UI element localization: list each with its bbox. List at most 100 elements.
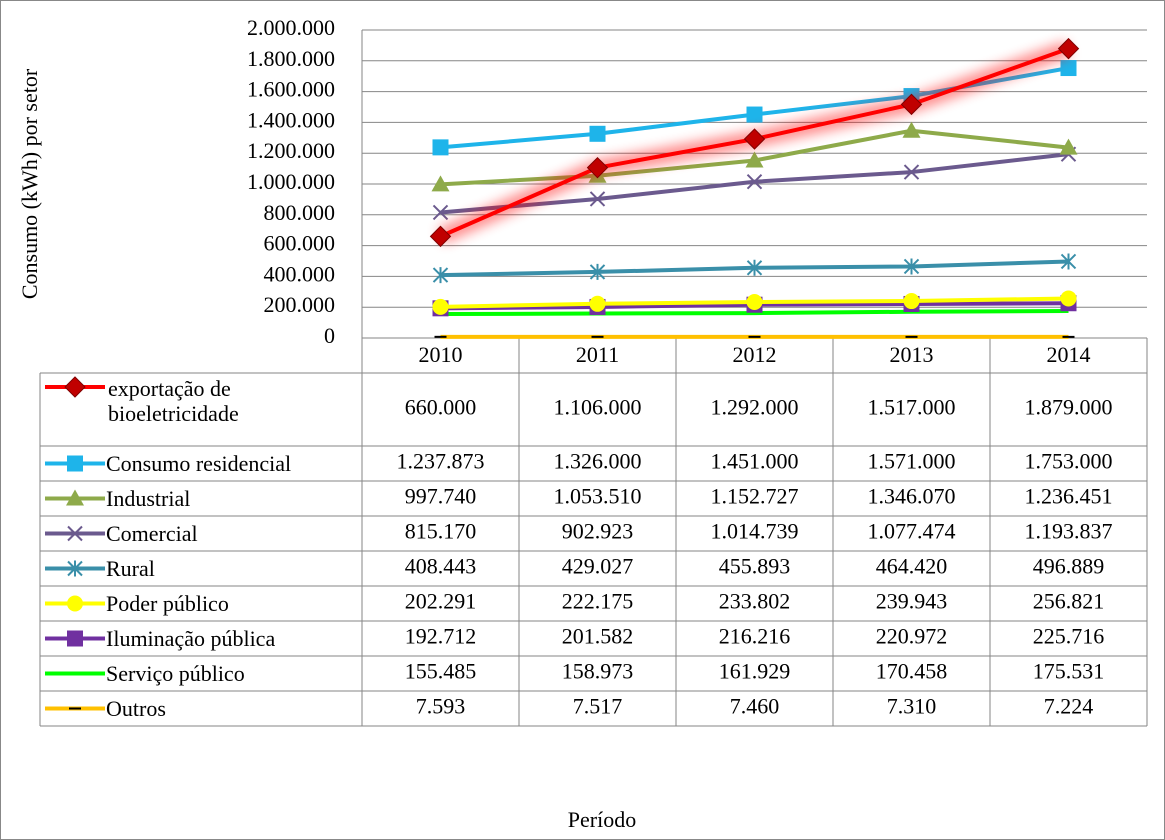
table-cell: 170.458	[876, 659, 948, 684]
table-cell: 192.712	[405, 624, 477, 649]
y-tick-label: 600.000	[264, 231, 336, 256]
marker	[589, 191, 606, 207]
y-tick-label: 1.400.000	[247, 107, 335, 132]
table-cell: 1.014.739	[711, 519, 799, 544]
table-cell: 161.929	[719, 659, 791, 684]
table-cell: 1.077.474	[868, 519, 956, 544]
y-tick-label: 400.000	[264, 261, 336, 286]
legend-label: Poder público	[106, 591, 229, 616]
table-cell: 1.152.727	[711, 484, 799, 509]
table-cell: 1.879.000	[1025, 395, 1113, 420]
x-tick-label: 2012	[733, 342, 777, 367]
table-cell: 233.802	[719, 589, 791, 614]
marker	[902, 121, 921, 138]
table-cell: 216.216	[719, 624, 791, 649]
table-cell: 1.517.000	[868, 395, 956, 420]
marker	[67, 455, 83, 472]
marker	[432, 139, 449, 156]
table-cell: 429.027	[562, 554, 634, 579]
table-cell: 455.893	[719, 554, 791, 579]
marker	[1057, 37, 1080, 60]
marker	[429, 225, 452, 248]
table-cell: 7.517	[573, 694, 623, 719]
legend-entry: Consumo residencial	[106, 451, 292, 476]
x-tick-label: 2014	[1047, 342, 1091, 367]
table-cell: 158.973	[562, 659, 634, 684]
marker	[903, 164, 920, 180]
table-cell: 1.292.000	[711, 395, 799, 420]
table-cell: 1.753.000	[1025, 449, 1113, 474]
x-tick-label: 2013	[890, 342, 934, 367]
table-cell: 7.460	[730, 694, 780, 719]
marker	[900, 93, 923, 116]
table-cell: 225.716	[1033, 624, 1105, 649]
table-cell: 496.889	[1033, 554, 1105, 579]
table-cell: 7.593	[416, 694, 466, 719]
legend-label: Outros	[106, 696, 166, 721]
legend-entry: Industrial	[106, 486, 191, 511]
table-cell: 1.053.510	[554, 484, 642, 509]
marker	[67, 560, 83, 577]
y-axis-label: Consumo (kWh) por setor	[17, 68, 42, 299]
marker	[432, 204, 449, 221]
legend-label: Serviço público	[106, 661, 245, 686]
marker	[746, 174, 763, 190]
marker	[586, 156, 609, 179]
y-tick-label: 200.000	[264, 292, 336, 317]
table-cell: 1.193.837	[1025, 519, 1113, 544]
table-cell: 1.346.070	[868, 484, 956, 509]
table-cell: 1.571.000	[868, 449, 956, 474]
legend-entry: Rural	[106, 556, 155, 581]
table-cell: 175.531	[1033, 659, 1105, 684]
marker	[589, 125, 606, 142]
legend-entry: Poder público	[106, 591, 229, 616]
marker	[64, 376, 86, 398]
table-cell: 815.170	[405, 519, 477, 544]
marker	[743, 128, 766, 150]
x-axis-label: Período	[568, 807, 636, 832]
legend-label: Comercial	[106, 521, 198, 546]
marker	[432, 267, 449, 284]
marker	[903, 293, 920, 310]
marker	[67, 525, 83, 542]
table-cell: 660.000	[405, 395, 477, 420]
marker	[589, 263, 606, 280]
table-cell: 202.291	[405, 589, 477, 614]
y-tick-label: 1.800.000	[247, 46, 335, 71]
legend-entry: Serviço público	[106, 661, 245, 686]
legend-label: Consumo residencial	[106, 451, 292, 476]
y-tick-label: 1.000.000	[247, 169, 335, 194]
table-cell: 7.310	[887, 694, 937, 719]
y-tick-label: 1.600.000	[247, 77, 335, 102]
legend-entry: Comercial	[106, 521, 198, 546]
y-tick-label: 800.000	[264, 200, 336, 225]
marker	[746, 106, 763, 123]
table-cell: 239.943	[876, 589, 948, 614]
legend-entry: Outros	[106, 696, 166, 721]
table-cell: 1.326.000	[554, 449, 642, 474]
marker	[746, 293, 763, 310]
marker	[1060, 290, 1077, 307]
legend-label: exportação de bioeletricidade	[108, 376, 239, 426]
marker	[1060, 253, 1077, 270]
series-line	[440, 308, 1069, 317]
marker	[431, 175, 450, 192]
table-cell: 408.443	[405, 554, 477, 579]
legend-entry: Iluminação pública	[106, 626, 276, 651]
marker	[1059, 138, 1078, 155]
table-cell: 220.972	[876, 624, 948, 649]
marker	[67, 630, 83, 647]
table-cell: 1.236.451	[1025, 484, 1113, 509]
table-cell: 7.224	[1044, 694, 1094, 719]
legend-label: Rural	[106, 556, 155, 581]
y-tick-label: 1.200.000	[247, 138, 335, 163]
x-tick-label: 2010	[419, 342, 463, 367]
legend-label: Industrial	[106, 486, 191, 511]
marker	[745, 151, 764, 168]
legend-label: Iluminação pública	[106, 626, 276, 651]
table-cell: 1.237.873	[397, 449, 485, 474]
table-cell: 155.485	[405, 659, 477, 684]
x-tick-label: 2011	[576, 342, 619, 367]
